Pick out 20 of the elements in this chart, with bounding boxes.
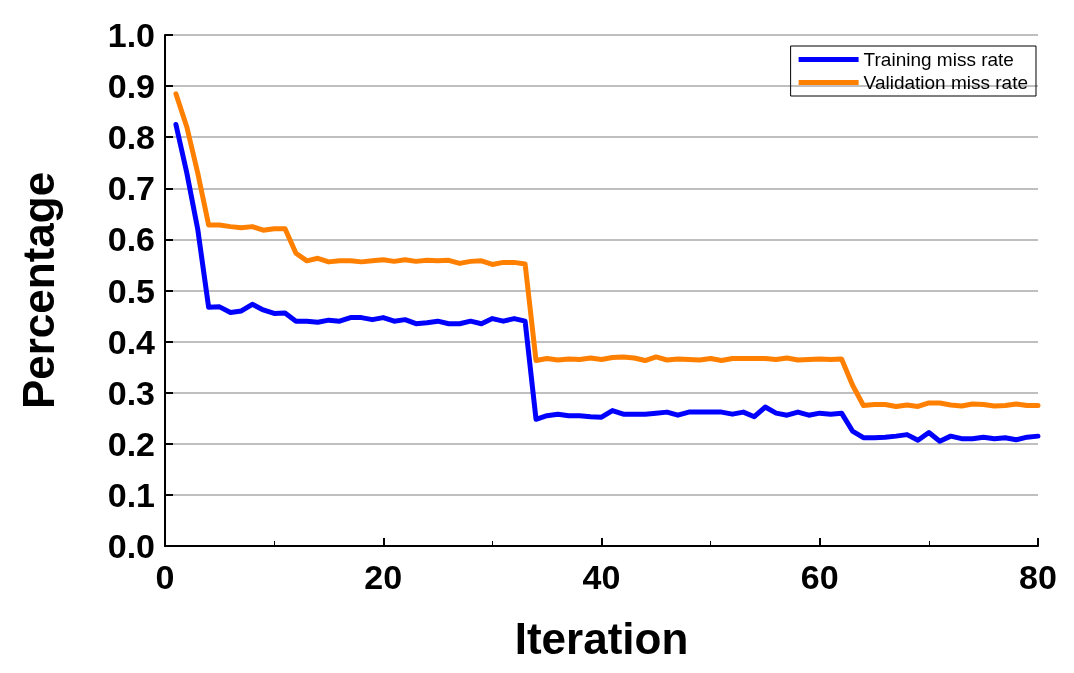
x-tick-label: 60: [800, 558, 839, 596]
y-tick-label: 0.1: [107, 475, 155, 514]
x-axis-title: Iteration: [514, 613, 689, 663]
x-tick-label: 20: [364, 558, 403, 596]
y-tick-label: 0.3: [107, 373, 155, 412]
x-tick-label: 40: [582, 558, 621, 596]
legend-label: Validation miss rate: [863, 72, 1029, 93]
x-tick-label: 0: [155, 558, 175, 596]
y-tick-label: 0.6: [107, 220, 155, 259]
y-tick-label: 1.0: [107, 16, 155, 54]
y-tick-label: 0.4: [107, 322, 156, 361]
y-tick-label: 0.7: [107, 169, 155, 208]
y-axis-title: Percentage: [13, 171, 63, 410]
legend-label: Training miss rate: [863, 49, 1014, 70]
y-tick-label: 0.2: [107, 424, 155, 463]
y-tick-label: 0.5: [107, 271, 155, 310]
x-tick-label: 80: [1019, 558, 1057, 596]
y-tick-label: 0.8: [107, 118, 155, 157]
y-tick-label: 0.0: [107, 527, 155, 565]
y-tick-label: 0.9: [107, 67, 155, 106]
